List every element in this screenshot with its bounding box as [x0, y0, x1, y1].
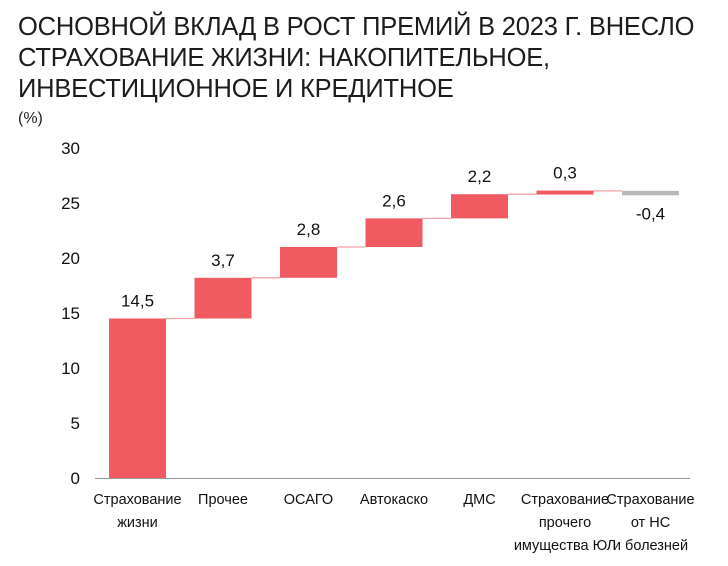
- y-tick-label: 5: [71, 414, 80, 433]
- waterfall-bar: [365, 218, 423, 247]
- y-tick-label: 20: [61, 249, 80, 268]
- y-tick-label: 25: [61, 194, 80, 213]
- data-label: 3,7: [211, 251, 235, 270]
- data-label: -0,4: [636, 204, 665, 223]
- x-tick-label: имущества ЮЛ: [514, 538, 616, 554]
- y-tick-label: 15: [61, 304, 80, 323]
- y-tick-label: 30: [61, 139, 80, 158]
- y-axis-unit-label: (%): [18, 110, 43, 127]
- data-label: 0,3: [553, 164, 577, 183]
- x-tick-label: Автокаско: [360, 492, 428, 508]
- x-tick-label: Прочее: [198, 492, 248, 508]
- x-tick-label: ДМС: [463, 492, 495, 508]
- data-label: 2,2: [468, 167, 492, 186]
- x-tick-label: жизни: [117, 515, 158, 531]
- y-tick-label: 0: [71, 469, 80, 488]
- x-tick-label: Страхование: [606, 492, 694, 508]
- waterfall-bar: [451, 194, 508, 219]
- waterfall-bar: [280, 247, 337, 278]
- x-tick-label: и болезней: [613, 538, 688, 554]
- data-label: 2,8: [297, 220, 321, 239]
- y-tick-label: 10: [61, 359, 80, 378]
- x-tick-label: Страхование: [521, 492, 609, 508]
- x-tick-label: прочего: [539, 515, 591, 531]
- waterfall-bar: [109, 318, 166, 478]
- waterfall-bar: [622, 190, 679, 196]
- waterfall-bar: [194, 277, 252, 319]
- data-label: 14,5: [121, 292, 154, 311]
- chart-title: ОСНОВНОЙ ВКЛАД В РОСТ ПРЕМИЙ В 2023 Г. В…: [18, 13, 695, 103]
- x-tick-label: Страхование: [93, 492, 181, 508]
- x-tick-label: ОСАГО: [284, 492, 333, 508]
- waterfall-bar: [536, 190, 594, 195]
- data-label: 2,6: [382, 191, 406, 210]
- x-tick-label: от НС: [631, 515, 670, 531]
